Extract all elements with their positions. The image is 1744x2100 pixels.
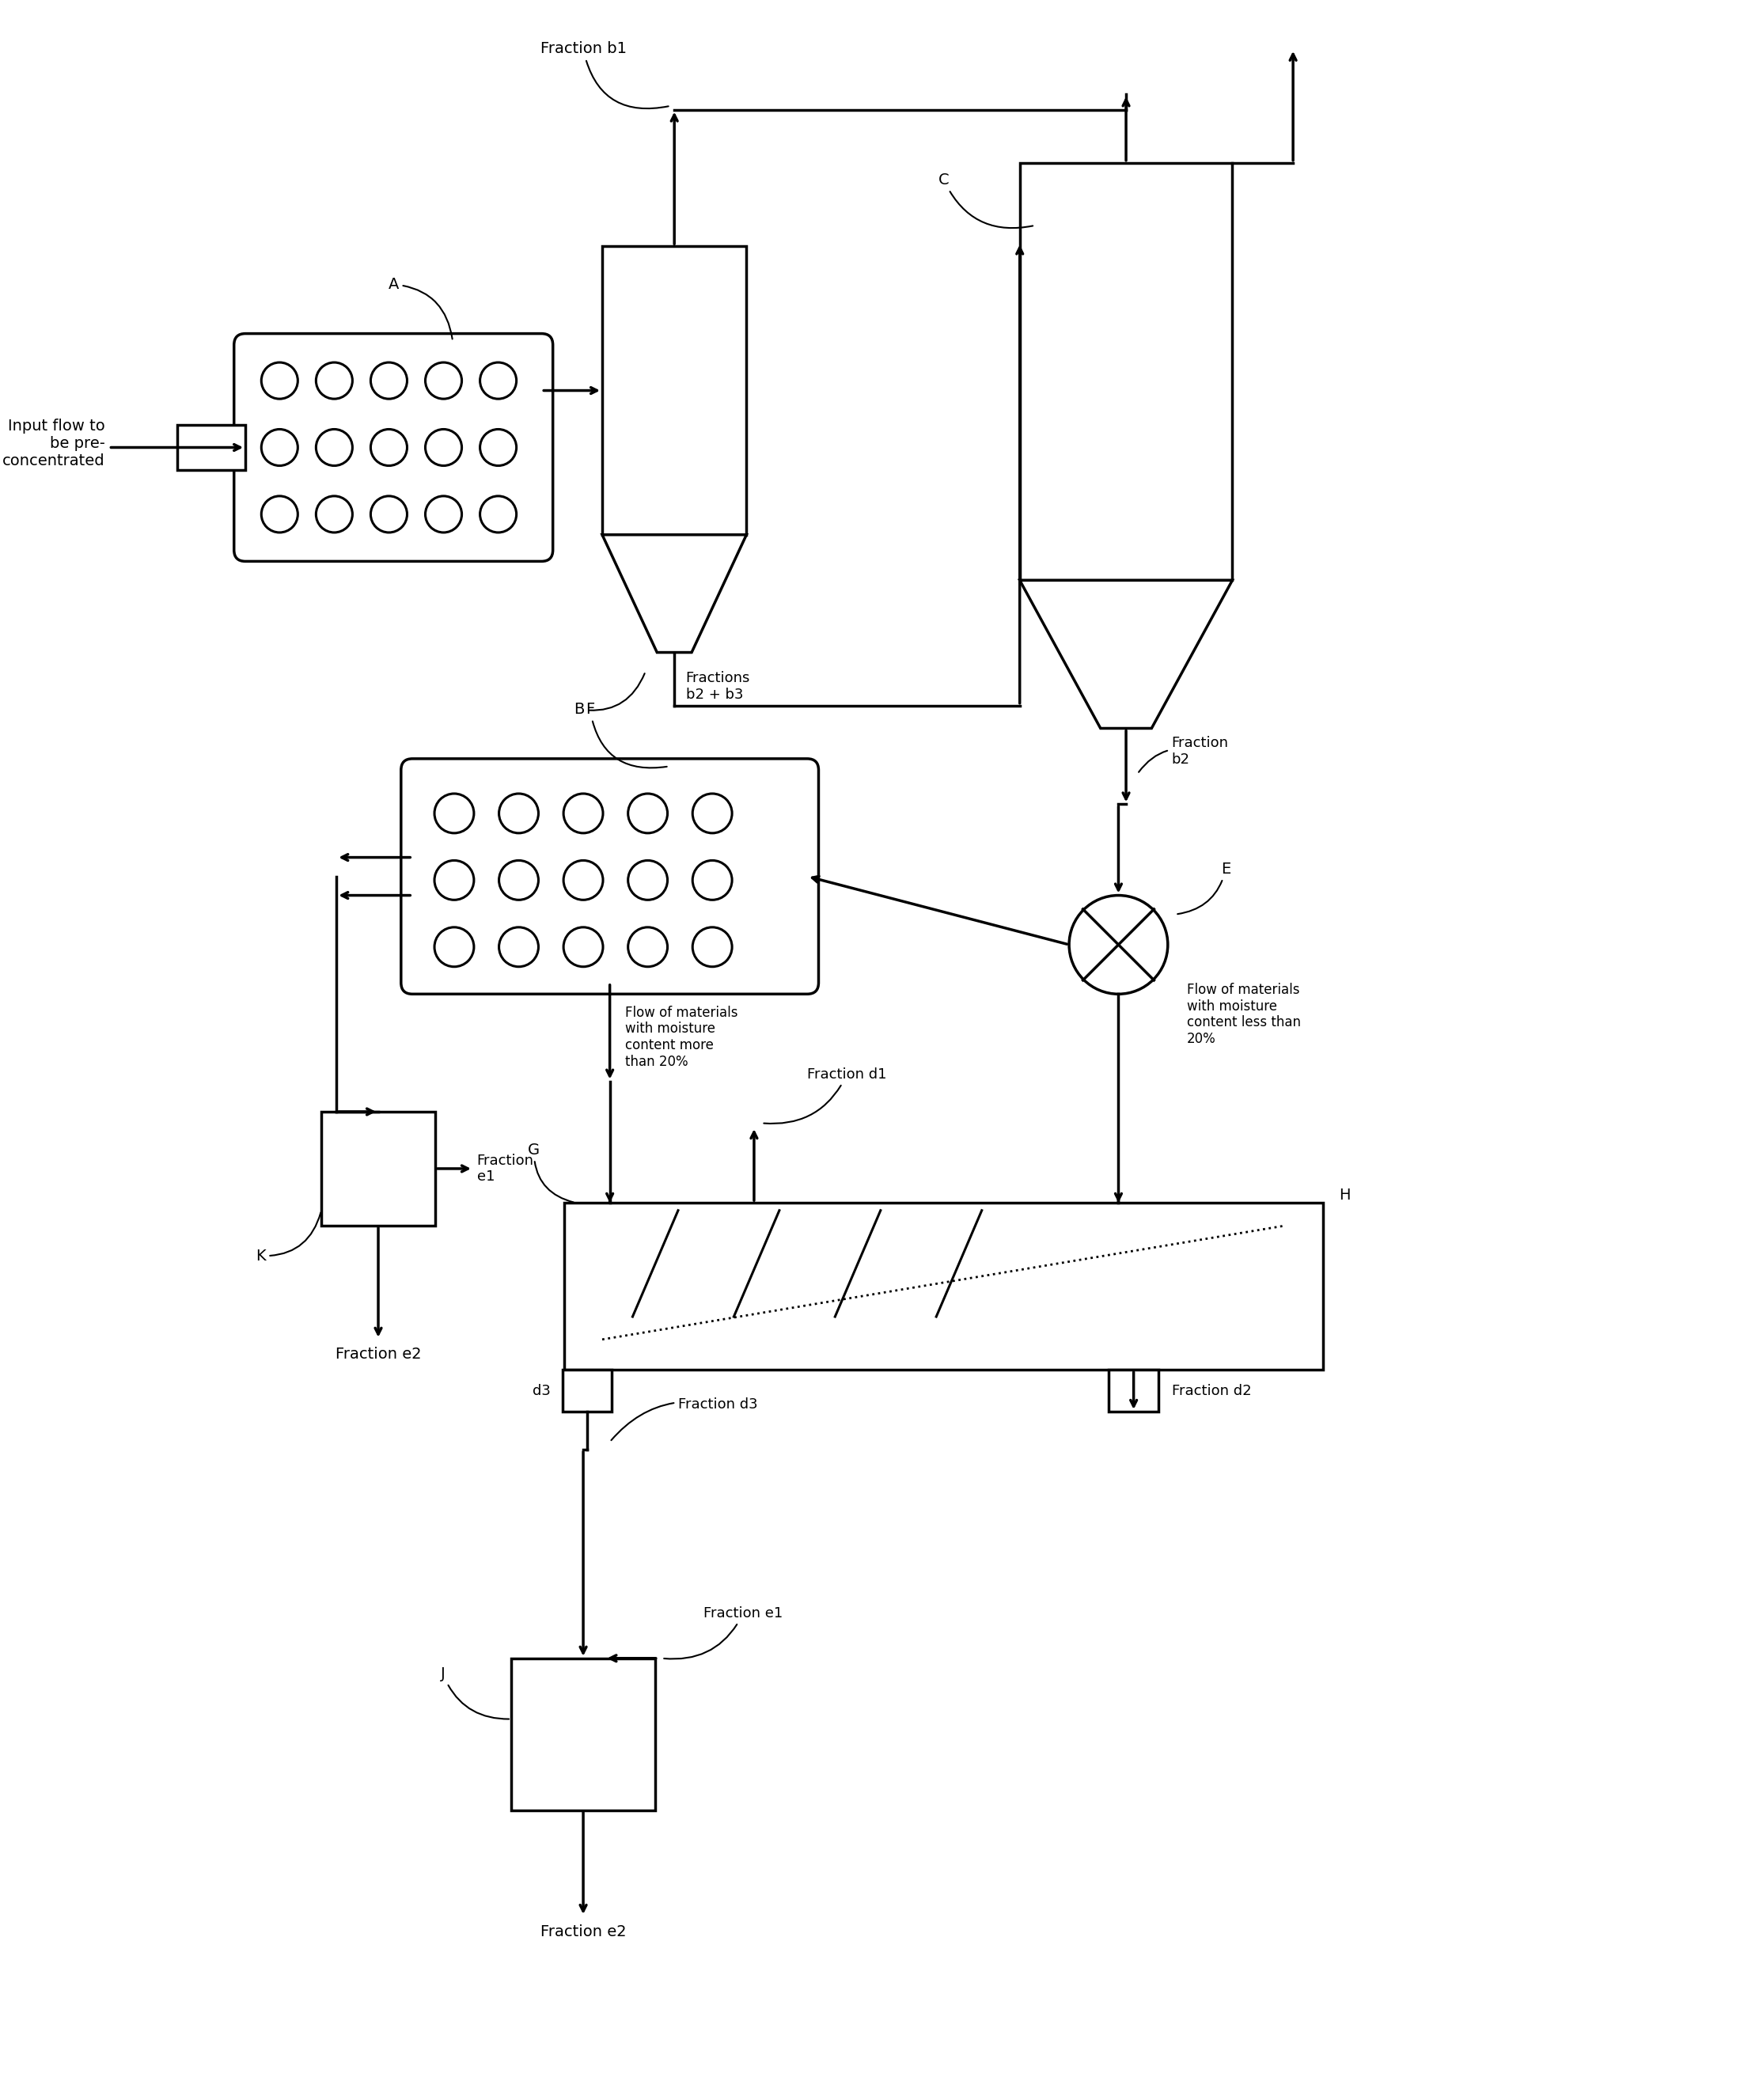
- Circle shape: [628, 794, 668, 834]
- Text: Fraction e2: Fraction e2: [335, 1346, 422, 1363]
- Text: Fraction d3: Fraction d3: [610, 1397, 757, 1441]
- Text: Flow of materials
with moisture
content less than
20%: Flow of materials with moisture content …: [1186, 983, 1301, 1046]
- Circle shape: [563, 861, 603, 901]
- Bar: [178, 424, 246, 470]
- Text: d3: d3: [534, 1384, 551, 1399]
- Bar: [602, 246, 746, 536]
- Text: Fraction d2: Fraction d2: [1172, 1384, 1250, 1399]
- Text: Fractions
b2 + b3: Fractions b2 + b3: [685, 672, 750, 701]
- Circle shape: [316, 363, 352, 399]
- Bar: [562, 1369, 612, 1411]
- Circle shape: [316, 428, 352, 466]
- Text: J: J: [441, 1665, 509, 1720]
- Circle shape: [480, 428, 516, 466]
- Text: H: H: [1339, 1189, 1350, 1203]
- Circle shape: [426, 496, 462, 533]
- Text: A: A: [389, 277, 452, 338]
- Circle shape: [262, 496, 298, 533]
- Text: B: B: [574, 674, 645, 716]
- Circle shape: [426, 428, 462, 466]
- Bar: [565, 1203, 1324, 1369]
- Circle shape: [692, 794, 732, 834]
- Circle shape: [262, 363, 298, 399]
- Circle shape: [499, 928, 539, 966]
- Text: Fraction e2: Fraction e2: [541, 1924, 626, 1938]
- Circle shape: [1069, 895, 1168, 993]
- Circle shape: [262, 428, 298, 466]
- Circle shape: [434, 794, 474, 834]
- Text: K: K: [256, 1212, 321, 1264]
- Circle shape: [628, 861, 668, 901]
- Text: F: F: [586, 701, 666, 769]
- Circle shape: [692, 861, 732, 901]
- FancyBboxPatch shape: [234, 334, 553, 561]
- Text: Fraction
b2: Fraction b2: [1139, 735, 1228, 773]
- Text: Input flow to
be pre-
concentrated: Input flow to be pre- concentrated: [2, 418, 105, 468]
- Bar: [1109, 1369, 1158, 1411]
- Circle shape: [434, 928, 474, 966]
- Circle shape: [426, 363, 462, 399]
- Circle shape: [480, 496, 516, 533]
- Circle shape: [371, 363, 406, 399]
- Circle shape: [628, 928, 668, 966]
- Text: Fraction d1: Fraction d1: [764, 1067, 886, 1124]
- Circle shape: [563, 928, 603, 966]
- Circle shape: [692, 928, 732, 966]
- Circle shape: [480, 363, 516, 399]
- Circle shape: [371, 496, 406, 533]
- Bar: [1020, 164, 1233, 580]
- Text: Fraction b1: Fraction b1: [541, 42, 668, 109]
- Circle shape: [563, 794, 603, 834]
- Circle shape: [371, 428, 406, 466]
- Text: Fraction e1: Fraction e1: [664, 1606, 783, 1659]
- Polygon shape: [602, 536, 746, 653]
- Polygon shape: [1020, 580, 1233, 729]
- Bar: [511, 1659, 656, 1810]
- Circle shape: [316, 496, 352, 533]
- Text: Fraction
e1: Fraction e1: [476, 1153, 534, 1184]
- Text: G: G: [528, 1142, 574, 1203]
- Circle shape: [499, 794, 539, 834]
- Text: E: E: [1177, 861, 1231, 914]
- Bar: [321, 1111, 436, 1226]
- FancyBboxPatch shape: [401, 758, 818, 993]
- Circle shape: [434, 861, 474, 901]
- Text: C: C: [938, 172, 1032, 229]
- Circle shape: [499, 861, 539, 901]
- Text: Flow of materials
with moisture
content more
than 20%: Flow of materials with moisture content …: [624, 1006, 738, 1069]
